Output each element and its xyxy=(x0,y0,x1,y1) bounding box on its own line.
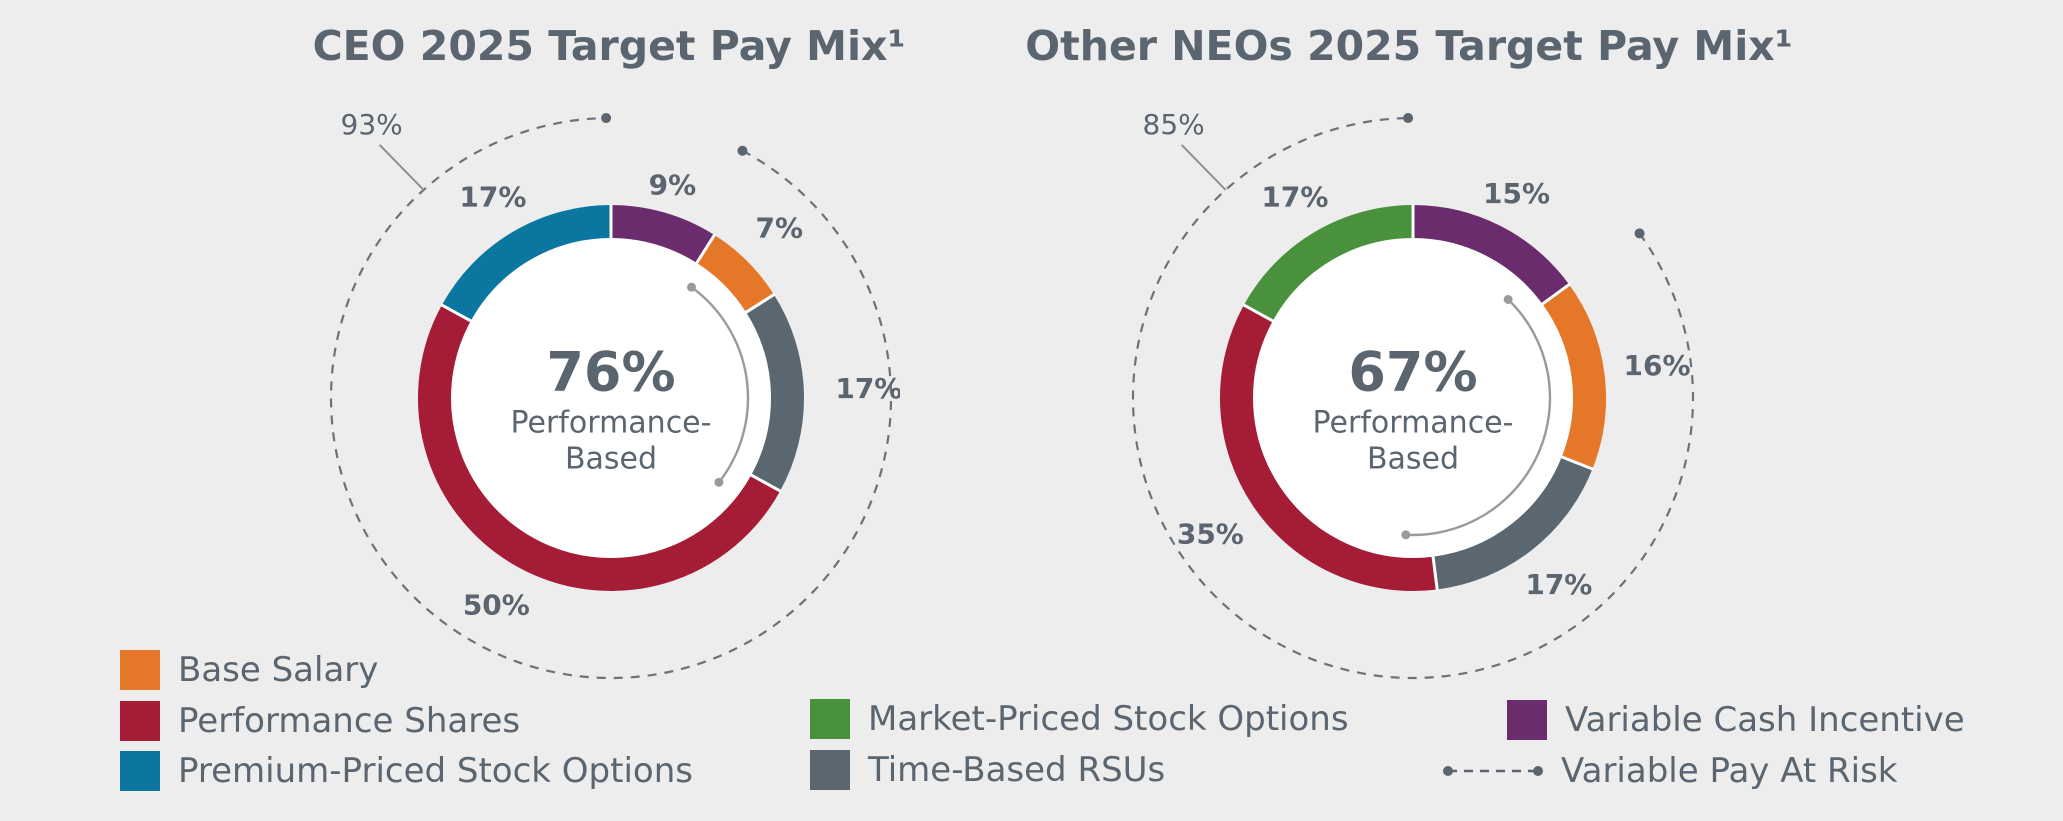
neo-donut-chart: 15% 16% 17% 35% 17% 67%Performance-Based 85% xyxy=(0,0,1800,700)
legend-item-premium-options: Premium-Priced Stock Options xyxy=(120,751,693,791)
neo-center-label-line1: Performance- xyxy=(1313,406,1514,441)
legend-label: Performance Shares xyxy=(178,701,520,741)
legend-label: Variable Cash Incentive xyxy=(1565,700,1965,740)
legend-swatch-premium-options xyxy=(120,751,160,791)
neo-slice-label-market-priced-stock-options: 17% xyxy=(1261,180,1328,213)
neo-slice-label-time-based-rsus: 17% xyxy=(1525,568,1592,601)
neo-center-label-line2: Based xyxy=(1367,442,1459,477)
dashed-line-icon xyxy=(1443,761,1543,781)
legend-label: Premium-Priced Stock Options xyxy=(178,751,693,791)
legend-item-performance-shares: Performance Shares xyxy=(120,701,520,741)
legend-swatch-variable-cash xyxy=(1507,700,1547,740)
neo-at-risk-arc-start-dot xyxy=(1635,228,1645,238)
legend-item-base-salary: Base Salary xyxy=(120,650,378,690)
legend-item-market-options: Market-Priced Stock Options xyxy=(810,699,1349,739)
legend-swatch-time-rsus xyxy=(810,750,850,790)
neo-performance-arc-start-dot xyxy=(1504,295,1513,304)
legend-swatch-performance-shares xyxy=(120,701,160,741)
legend-label: Market-Priced Stock Options xyxy=(868,699,1349,739)
neo-center-value: 67% xyxy=(1348,341,1477,404)
neo-at-risk-arc-end-dot xyxy=(1403,113,1413,123)
legend-swatch-market-options xyxy=(810,699,850,739)
legend-label: Time-Based RSUs xyxy=(868,750,1165,790)
legend-swatch-base-salary xyxy=(120,650,160,690)
neo-slice-label-base-salary: 16% xyxy=(1624,349,1691,382)
neo-at-risk-leader-line xyxy=(1182,145,1226,190)
legend-label: Base Salary xyxy=(178,650,378,690)
neo-slice-label-variable-cash-incentive: 15% xyxy=(1483,177,1550,210)
legend-item-variable-cash: Variable Cash Incentive xyxy=(1507,700,1965,740)
neo-at-risk-label: 85% xyxy=(1143,108,1205,141)
legend-item-variable-risk: Variable Pay At Risk xyxy=(1443,751,1897,791)
neo-slice-label-performance-shares: 35% xyxy=(1177,518,1244,551)
neo-performance-arc-end-dot xyxy=(1401,530,1410,539)
legend-label: Variable Pay At Risk xyxy=(1561,751,1897,791)
legend-item-time-rsus: Time-Based RSUs xyxy=(810,750,1165,790)
